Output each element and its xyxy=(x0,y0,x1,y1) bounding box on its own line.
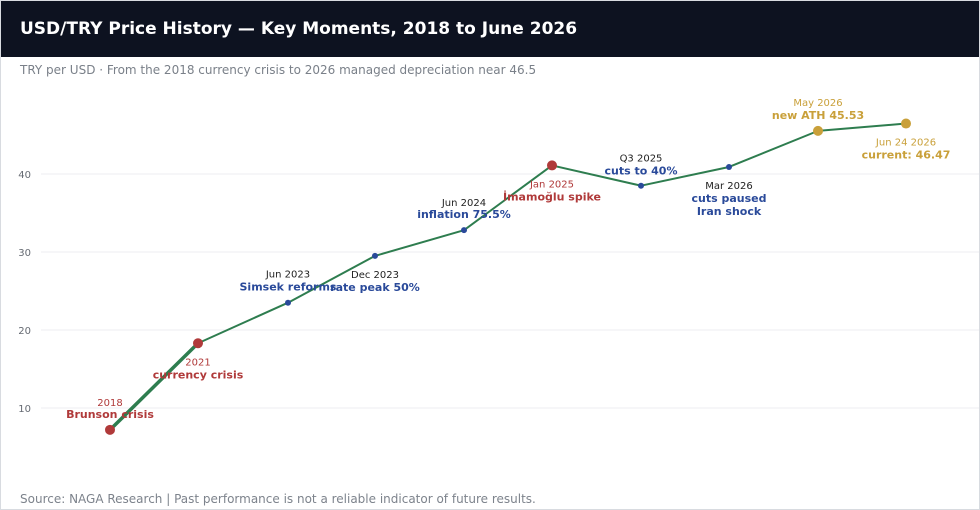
chart-title: USD/TRY Price History — Key Moments, 201… xyxy=(20,19,578,39)
series-line-segment xyxy=(374,229,465,257)
annotation-date: Jun 2023 xyxy=(265,270,310,281)
series-line-segment xyxy=(287,254,376,304)
data-point xyxy=(638,182,644,189)
annotation-date: Q3 2025 xyxy=(620,154,663,165)
series-line-segment xyxy=(817,122,907,132)
annotation-date: 2018 xyxy=(97,398,122,409)
series-line-segment xyxy=(728,129,819,168)
annotation-label: inflation 75.5% xyxy=(417,208,511,221)
data-point xyxy=(285,299,291,306)
series-line-segment xyxy=(108,341,200,432)
annotation-label: İmamoğlu spike xyxy=(503,189,601,203)
annotation-date: 2021 xyxy=(185,357,210,368)
y-tick-label: 10 xyxy=(18,404,31,415)
annotation-date: Jan 2025 xyxy=(529,179,574,190)
title-bar: USD/TRY Price History — Key Moments, 201… xyxy=(1,1,979,57)
data-point xyxy=(901,118,911,129)
data-point xyxy=(105,424,115,435)
data-point xyxy=(372,252,378,259)
series-line-segment xyxy=(551,164,642,187)
data-point xyxy=(726,163,732,170)
y-tick-label: 40 xyxy=(18,170,31,181)
annotation-label: new ATH 45.53 xyxy=(772,109,864,122)
annotation-label: cuts paused xyxy=(692,192,767,205)
y-tick-label: 30 xyxy=(18,248,31,259)
annotation-date: Mar 2026 xyxy=(705,181,753,192)
annotation-label: current: 46.47 xyxy=(862,149,951,162)
chart-subtitle: TRY per USD · From the 2018 currency cri… xyxy=(20,63,537,77)
annotation-label: Iran shock xyxy=(697,205,762,218)
annotation-date: May 2026 xyxy=(793,98,842,109)
annotation-label: currency crisis xyxy=(153,368,244,381)
annotation-date: Dec 2023 xyxy=(351,270,399,281)
source-footer: Source: NAGA Research | Past performance… xyxy=(20,492,536,506)
y-tick-label: 20 xyxy=(18,326,31,337)
annotation-label: Simsek reforms xyxy=(240,281,337,294)
annotation-label: rate peak 50% xyxy=(330,281,420,294)
annotation-date: Jun 2024 xyxy=(441,198,486,209)
data-point xyxy=(813,125,823,136)
data-point xyxy=(193,338,203,349)
series-line-segment xyxy=(197,301,289,345)
series-line-segment xyxy=(463,164,553,232)
annotation-label: cuts to 40% xyxy=(605,165,678,178)
annotation-label: Brunson crisis xyxy=(66,408,154,421)
data-point xyxy=(461,227,467,234)
data-point xyxy=(547,160,557,171)
series-line-segment xyxy=(640,165,730,187)
annotation-date: Jun 24 2026 xyxy=(875,138,936,149)
